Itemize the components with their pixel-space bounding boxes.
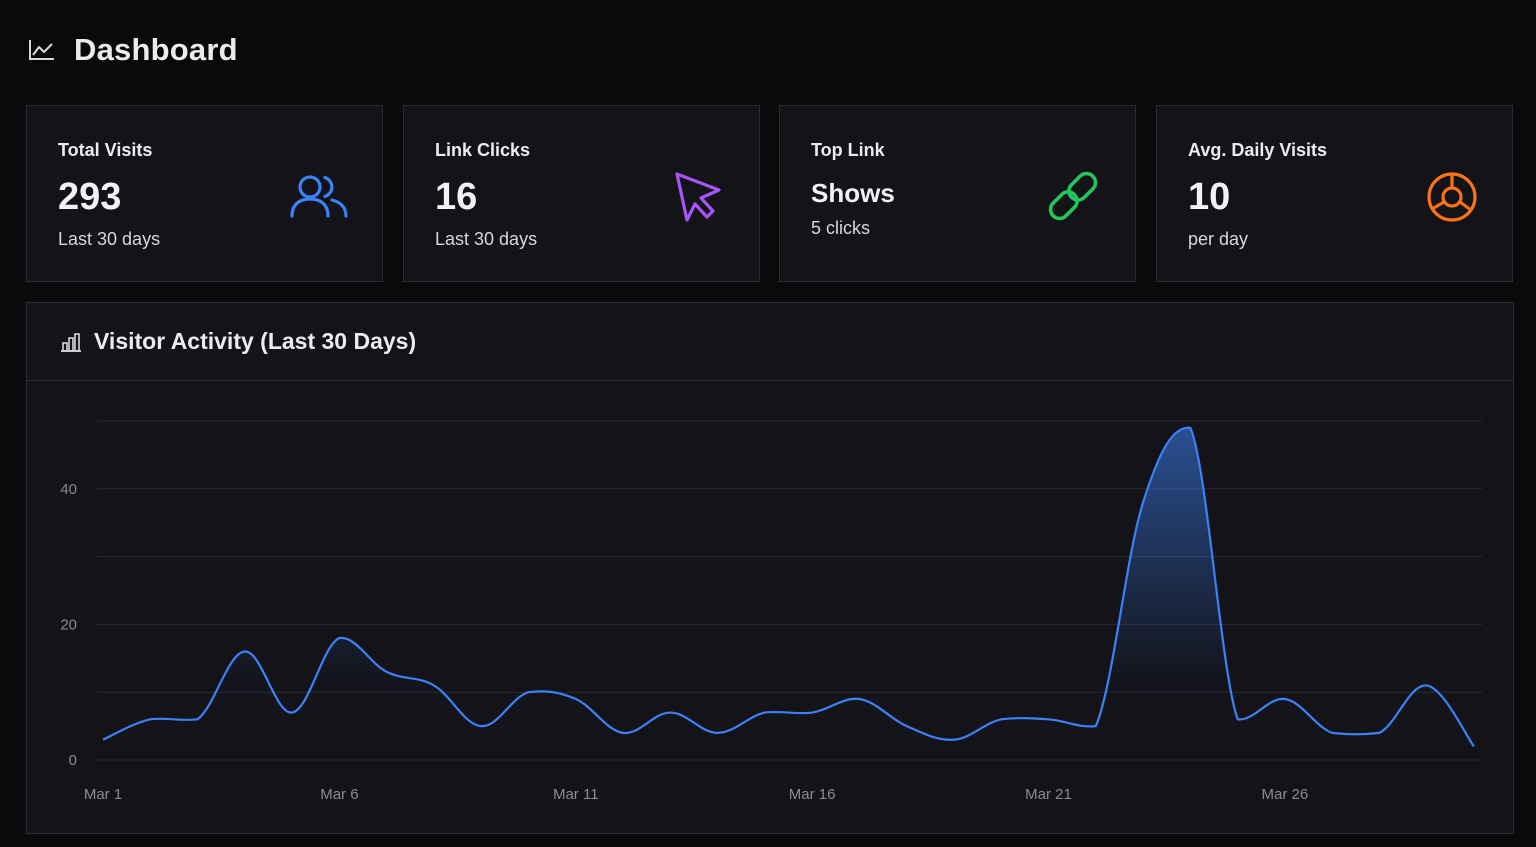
total-visits-card: Total Visits 293 Last 30 days — [26, 105, 383, 282]
line-chart-icon — [29, 40, 54, 60]
data-point — [904, 723, 910, 729]
data-point — [951, 737, 957, 743]
card-subtext: Last 30 days — [58, 229, 161, 249]
top-link-card: Top Link Shows 5 clicks — [779, 105, 1136, 282]
cursor-arrow-icon — [675, 172, 721, 222]
pie-chart-icon — [1427, 172, 1477, 222]
link-icon — [1048, 171, 1098, 221]
data-point — [1140, 499, 1146, 505]
y-tick-label: 0 — [69, 752, 77, 769]
card-label: Total Visits — [58, 140, 153, 160]
data-point — [998, 716, 1004, 722]
visits-area — [103, 427, 1474, 760]
data-point — [1093, 723, 1099, 729]
page-title: Dashboard — [74, 32, 238, 67]
card-value: 16 — [435, 176, 478, 218]
data-point — [573, 696, 579, 702]
y-tick-label: 20 — [60, 616, 77, 633]
data-point — [478, 723, 484, 729]
data-point — [1424, 682, 1430, 688]
y-tick-label: 40 — [60, 481, 77, 498]
card-value: 10 — [1188, 176, 1231, 218]
x-tick-label: Mar 6 — [320, 786, 358, 803]
data-point — [762, 710, 768, 716]
link-clicks-card: Link Clicks 16 Last 30 days — [403, 105, 760, 282]
card-value: 293 — [58, 176, 122, 218]
visitor-activity-chart: 0 20 40 Mar 1 Mar 6 Mar 11 Mar 16 Mar 21 Mar 26 — [60, 420, 1482, 803]
card-label: Link Clicks — [435, 140, 531, 160]
data-point — [100, 737, 106, 743]
data-point — [1376, 730, 1382, 736]
data-point — [1046, 716, 1052, 722]
data-point — [336, 635, 342, 641]
x-tick-label: Mar 1 — [84, 786, 122, 803]
x-tick-label: Mar 16 — [789, 786, 836, 803]
panel-title: Visitor Activity (Last 30 Days) — [94, 328, 417, 354]
data-point — [147, 716, 153, 722]
card-label: Avg. Daily Visits — [1188, 140, 1328, 160]
data-point — [431, 682, 437, 688]
data-point — [715, 730, 721, 736]
data-point — [1471, 743, 1477, 749]
data-point — [525, 689, 531, 695]
bar-chart-icon — [61, 332, 81, 352]
data-point — [620, 730, 626, 736]
data-point — [1187, 425, 1193, 431]
visitor-activity-panel: Visitor Activity (Last 30 Days) 0 20 40 Mar… — [26, 302, 1514, 834]
card-subtext: Last 30 days — [435, 229, 538, 249]
users-icon — [290, 175, 348, 218]
panel-header: Visitor Activity (Last 30 Days) — [27, 303, 1513, 381]
data-point — [289, 710, 295, 716]
x-tick-label: Mar 11 — [553, 786, 599, 803]
data-point — [242, 649, 248, 655]
card-subtext: per day — [1188, 229, 1249, 249]
card-label: Top Link — [811, 140, 885, 160]
data-point — [384, 669, 390, 675]
data-point — [1235, 716, 1241, 722]
visits-line — [102, 426, 1475, 748]
data-point — [195, 716, 201, 722]
data-point — [856, 696, 862, 702]
x-tick-label: Mar 26 — [1262, 786, 1309, 803]
page-header: Dashboard — [28, 28, 238, 72]
card-value: Shows — [811, 178, 895, 208]
data-point — [1282, 696, 1288, 702]
card-subtext: 5 clicks — [811, 218, 871, 238]
data-point — [667, 710, 673, 716]
x-tick-label: Mar 21 — [1025, 786, 1072, 803]
avg-daily-visits-card: Avg. Daily Visits 10 per day — [1156, 105, 1513, 282]
data-point — [809, 710, 815, 716]
data-point — [1329, 730, 1335, 736]
